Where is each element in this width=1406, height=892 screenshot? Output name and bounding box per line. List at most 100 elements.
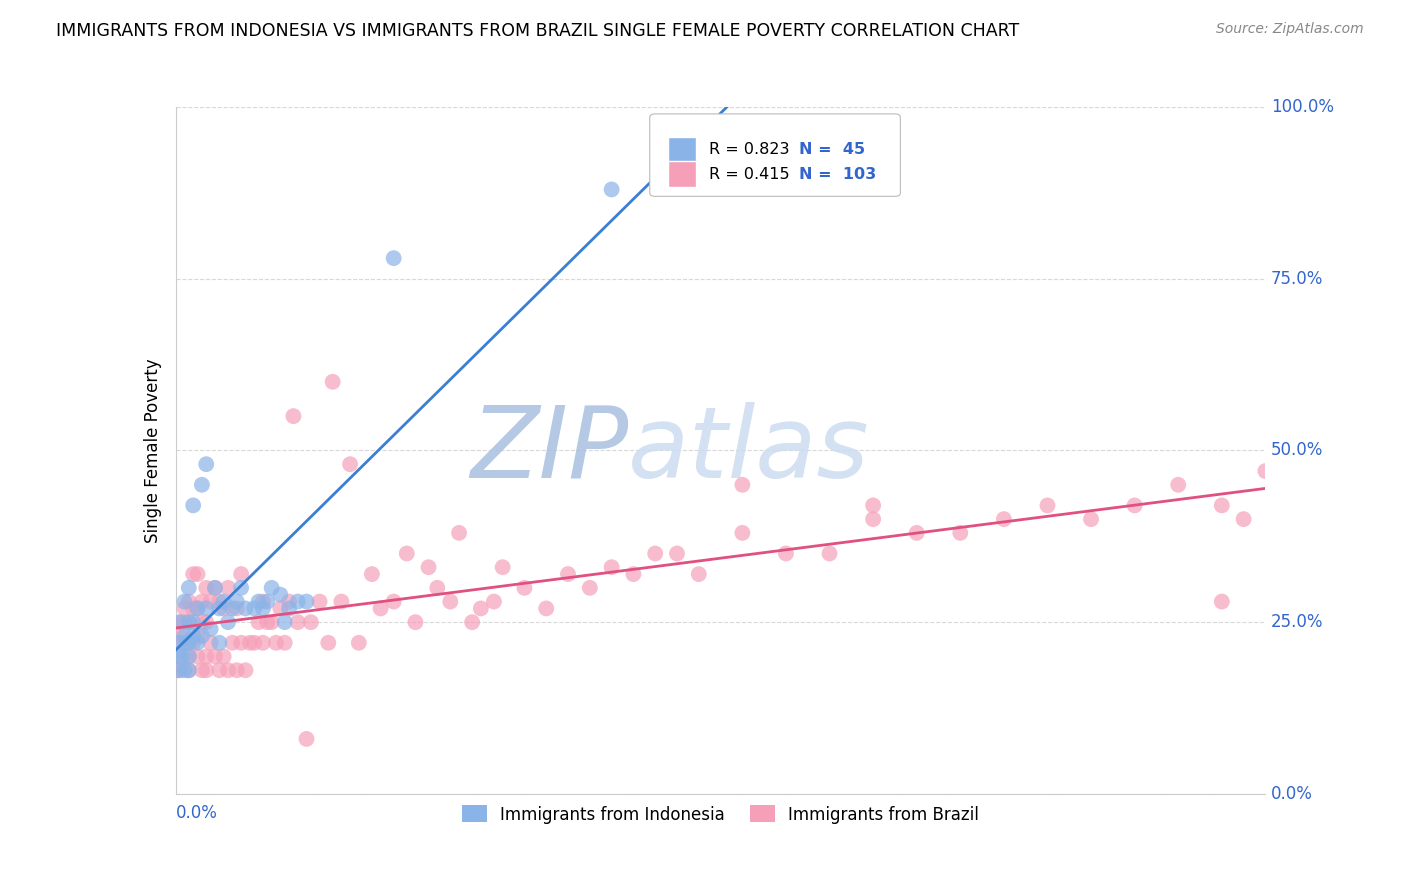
- Text: R = 0.823: R = 0.823: [709, 143, 789, 157]
- Text: N =  103: N = 103: [799, 167, 876, 181]
- Point: [221, 601, 243, 615]
- Point: [186, 601, 209, 615]
- Point: [621, 567, 644, 582]
- Point: [308, 594, 330, 608]
- Point: [169, 615, 191, 630]
- Point: [186, 649, 209, 664]
- Point: [513, 581, 536, 595]
- Point: [181, 615, 204, 630]
- Point: [173, 629, 195, 643]
- Point: [600, 182, 623, 196]
- Text: R = 0.415: R = 0.415: [709, 167, 789, 181]
- Point: [195, 581, 218, 595]
- Text: 75.0%: 75.0%: [1271, 269, 1323, 288]
- Point: [360, 567, 382, 582]
- Point: [269, 601, 291, 615]
- Point: [339, 457, 361, 471]
- Text: 25.0%: 25.0%: [1271, 613, 1323, 632]
- Point: [243, 601, 266, 615]
- Point: [191, 663, 214, 677]
- Point: [177, 615, 200, 630]
- Text: atlas: atlas: [628, 402, 869, 499]
- Point: [269, 588, 291, 602]
- Point: [405, 615, 427, 630]
- Point: [247, 594, 270, 608]
- Point: [993, 512, 1015, 526]
- Point: [862, 499, 884, 513]
- Point: [173, 636, 195, 650]
- Point: [644, 546, 666, 561]
- Point: [177, 581, 200, 595]
- Point: [295, 594, 318, 608]
- Text: Source: ZipAtlas.com: Source: ZipAtlas.com: [1216, 22, 1364, 37]
- Point: [260, 581, 283, 595]
- Point: [177, 663, 200, 677]
- Point: [949, 525, 972, 540]
- Point: [252, 601, 274, 615]
- Point: [172, 649, 194, 664]
- Point: [283, 409, 305, 423]
- Point: [382, 594, 405, 608]
- Point: [579, 581, 602, 595]
- Point: [1036, 499, 1059, 513]
- Point: [221, 636, 243, 650]
- Point: [173, 663, 195, 677]
- Point: [181, 567, 204, 582]
- Point: [905, 525, 928, 540]
- Point: [186, 567, 209, 582]
- Point: [176, 636, 198, 650]
- Point: [274, 636, 297, 650]
- Point: [217, 615, 239, 630]
- Point: [731, 478, 754, 492]
- Point: [208, 594, 231, 608]
- Point: [212, 649, 235, 664]
- Point: [243, 636, 266, 650]
- Point: [239, 636, 262, 650]
- Point: [278, 601, 301, 615]
- Point: [235, 663, 257, 677]
- Point: [318, 636, 340, 650]
- Point: [181, 636, 204, 650]
- Point: [167, 663, 190, 677]
- Point: [295, 731, 318, 746]
- Point: [173, 601, 195, 615]
- Point: [347, 636, 370, 650]
- Point: [191, 615, 214, 630]
- Point: [247, 615, 270, 630]
- Text: 0.0%: 0.0%: [176, 805, 218, 822]
- Point: [1123, 499, 1146, 513]
- Point: [177, 649, 200, 664]
- Point: [204, 581, 226, 595]
- Point: [169, 649, 191, 664]
- Point: [212, 601, 235, 615]
- Point: [1232, 512, 1256, 526]
- FancyBboxPatch shape: [668, 136, 696, 163]
- Point: [461, 615, 484, 630]
- Point: [208, 636, 231, 650]
- Point: [1080, 512, 1102, 526]
- Point: [195, 663, 218, 677]
- Point: [231, 636, 253, 650]
- Point: [177, 594, 200, 608]
- Point: [225, 594, 247, 608]
- Point: [252, 594, 274, 608]
- Point: [177, 636, 200, 650]
- Point: [186, 629, 209, 643]
- Point: [330, 594, 353, 608]
- Point: [231, 581, 253, 595]
- FancyBboxPatch shape: [650, 114, 900, 196]
- Point: [208, 663, 231, 677]
- Point: [195, 649, 218, 664]
- Point: [235, 601, 257, 615]
- Text: ZIP: ZIP: [470, 402, 628, 499]
- Point: [274, 615, 297, 630]
- Point: [191, 478, 214, 492]
- Point: [278, 594, 301, 608]
- Point: [447, 525, 470, 540]
- Text: 100.0%: 100.0%: [1271, 98, 1334, 116]
- Point: [395, 546, 418, 561]
- Point: [169, 629, 191, 643]
- Point: [186, 601, 209, 615]
- Point: [204, 581, 226, 595]
- Point: [181, 499, 204, 513]
